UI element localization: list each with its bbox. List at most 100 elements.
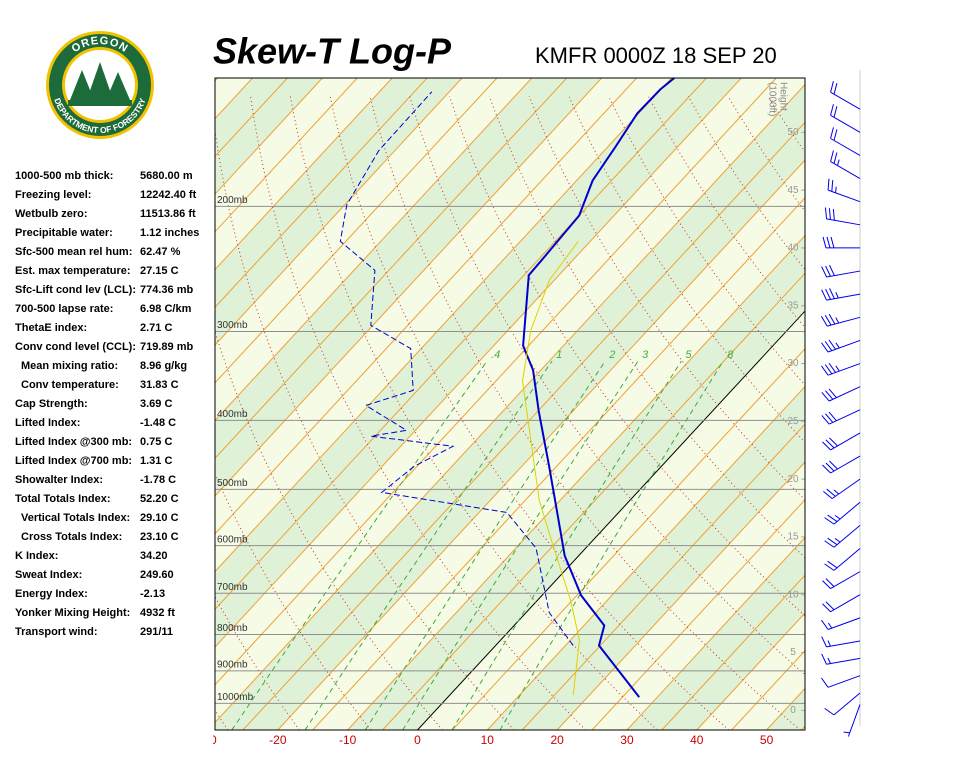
wind-barb [844,705,860,737]
wind-barb [821,676,860,688]
wind-barb [828,179,860,202]
index-label: Total Totals Index: [15,493,111,505]
index-label: Yonker Mixing Height: [15,607,130,619]
height-tick-label: 20 [787,474,799,485]
index-label: Est. max temperature: [15,265,131,277]
index-value: 1.31 C [140,455,172,467]
height-axis-label: Height [777,82,788,111]
wind-barb-shape [831,104,860,132]
x-tick-label: -20 [269,733,287,747]
index-label: Cap Strength: [15,398,88,410]
wind-barb [825,525,860,547]
index-value: 23.10 C [140,531,179,543]
wind-barb-shape [822,433,860,450]
index-label: K Index: [15,550,58,562]
wind-barb [822,456,860,473]
height-tick-label: 5 [790,647,796,658]
index-label: Sfc-Lift cond lev (LCL): [15,284,136,296]
wind-barb [825,208,860,225]
dry-adiabat [847,96,960,730]
wind-barb [821,340,860,352]
height-tick-label: 35 [787,300,799,311]
wind-barb [823,237,860,248]
wind-barb-shape [822,572,860,589]
index-label: Lifted Index: [15,417,80,429]
index-value: 3.69 C [140,398,172,410]
dry-adiabat [887,96,960,730]
wind-barb [822,387,860,401]
wind-barbs [821,70,860,737]
wind-barb-shape [822,654,860,664]
wind-barb [822,572,860,589]
wind-barb-shape [822,387,860,401]
wind-barb-shape [828,179,860,202]
wind-barb [823,479,860,499]
index-value: 31.83 C [140,379,179,391]
wind-barb-shape [822,595,860,612]
index-value: 52.20 C [140,493,179,505]
pressure-label: 400mb [217,409,248,420]
index-value: 1.12 inches [140,227,199,239]
index-value: 774.36 mb [140,284,193,296]
wind-barb-shape [825,502,860,524]
pressure-label: 300mb [217,320,248,331]
index-value: 719.89 mb [140,341,193,353]
height-tick-label: 25 [787,416,799,427]
wind-barb-shape [821,314,860,326]
mixing-ratio-label: 3 [642,349,649,361]
wind-barb-shape [825,693,860,715]
wind-barb [822,410,860,424]
wind-barb [831,81,860,109]
index-label: Freezing level: [15,189,91,201]
wind-barb-shape [825,525,860,547]
isotherm [871,78,960,730]
pressure-label: 600mb [217,534,248,545]
height-tick-label: 40 [787,243,799,254]
wind-barb-shape [831,81,860,109]
index-value: 27.15 C [140,265,179,277]
wind-barb [825,502,860,524]
x-tick-label: -30 [199,733,217,747]
index-label: Conv cond level (CCL): [15,341,136,353]
index-label: Wetbulb zero: [15,208,88,220]
wind-barb [831,127,860,155]
height-tick-label: 30 [787,358,799,369]
index-label: Sweat Index: [15,569,82,581]
height-tick-label: 50 [787,127,799,138]
logo-ground [68,100,132,106]
logo: OREGON DEPARTMENT OF FORESTRY [46,31,154,139]
wind-barb [822,595,860,612]
wind-barb-shape [831,151,860,179]
wind-barb-shape [821,676,860,688]
chart-subtitle: KMFR 0000Z 18 SEP 20 [535,43,777,68]
index-value: 6.98 C/km [140,303,192,315]
index-value: 0.75 C [140,436,172,448]
wind-barb [831,151,860,179]
wind-barb-shape [822,410,860,424]
wind-barb [822,637,860,647]
wind-barb-shape [825,208,860,225]
index-value: -1.48 C [140,417,176,429]
x-tick-label: 40 [690,733,704,747]
wind-barb [822,265,860,277]
height-tick-label: 45 [787,185,799,196]
index-value: -2.13 [140,588,165,600]
x-tick-label: 30 [620,733,634,747]
x-tick-label: 20 [550,733,564,747]
x-tick-label: 10 [481,733,495,747]
index-label: Mean mixing ratio: [21,360,118,372]
height-tick-label: 0 [790,705,796,716]
mixing-ratio-label: 2 [608,349,615,361]
index-label: Energy Index: [15,588,88,600]
wind-barb [822,288,860,300]
index-label: Lifted Index @700 mb: [15,455,132,467]
mixing-ratio-label: .4 [491,349,500,361]
wind-barb-shape [823,237,860,248]
index-value: 249.60 [140,569,174,581]
index-label: 700-500 lapse rate: [15,303,113,315]
isotherm [906,78,960,730]
wind-barb-shape [825,549,860,571]
wind-barb-shape [822,265,860,277]
